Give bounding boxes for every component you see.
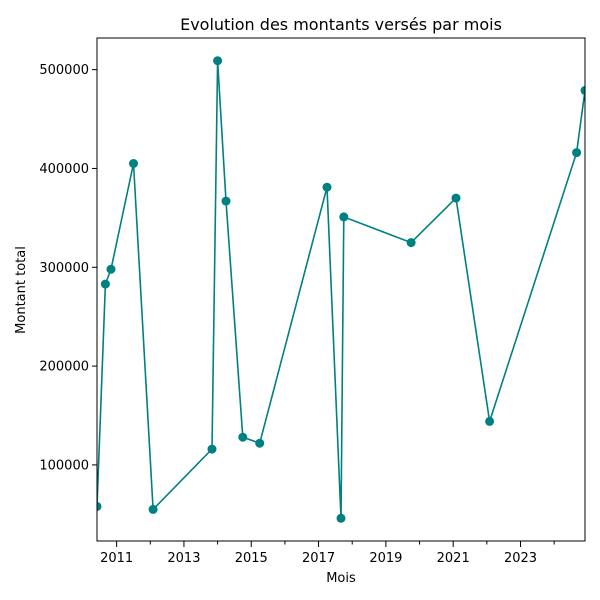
x-tick-label: 2015 — [235, 551, 268, 566]
x-tick-label: 2023 — [504, 551, 537, 566]
chart-title: Evolution des montants versés par mois — [180, 15, 502, 34]
data-point-2 — [100, 279, 110, 289]
data-point-14 — [406, 238, 416, 248]
data-point-9 — [238, 432, 248, 442]
x-tick-label: 2013 — [167, 551, 200, 566]
data-point-7 — [213, 56, 223, 66]
x-tick-label: 2019 — [369, 551, 402, 566]
data-point-3 — [106, 264, 116, 274]
data-point-5 — [148, 504, 158, 514]
y-tick-label: 300000 — [39, 261, 89, 276]
y-tick-label: 200000 — [39, 360, 89, 375]
y-tick-label: 500000 — [39, 63, 89, 78]
left-margin-mask — [0, 38, 97, 541]
data-point-11 — [322, 182, 332, 192]
x-tick-label: 2011 — [100, 551, 133, 566]
y-tick-label: 100000 — [39, 458, 89, 473]
data-point-8 — [221, 196, 231, 206]
y-axis-label: Montant total — [14, 246, 29, 334]
data-point-12 — [336, 513, 346, 523]
data-point-13 — [339, 212, 349, 222]
series-line — [96, 60, 586, 519]
data-point-4 — [129, 159, 138, 168]
right-margin-mask — [585, 38, 600, 541]
x-tick-label: 2021 — [437, 551, 470, 566]
data-point-17 — [572, 148, 582, 158]
y-tick-label: 400000 — [39, 162, 89, 177]
data-point-15 — [451, 193, 461, 203]
data-point-6 — [207, 444, 217, 454]
plot-area: 100000 200000 300000 400000 500000 2011 2013 20… — [0, 37, 600, 566]
data-point-10 — [255, 438, 265, 448]
plot-frame — [96, 37, 586, 542]
x-tick-label: 2017 — [302, 551, 335, 566]
data-point-16 — [485, 416, 495, 426]
x-axis-label: Mois — [326, 571, 356, 586]
